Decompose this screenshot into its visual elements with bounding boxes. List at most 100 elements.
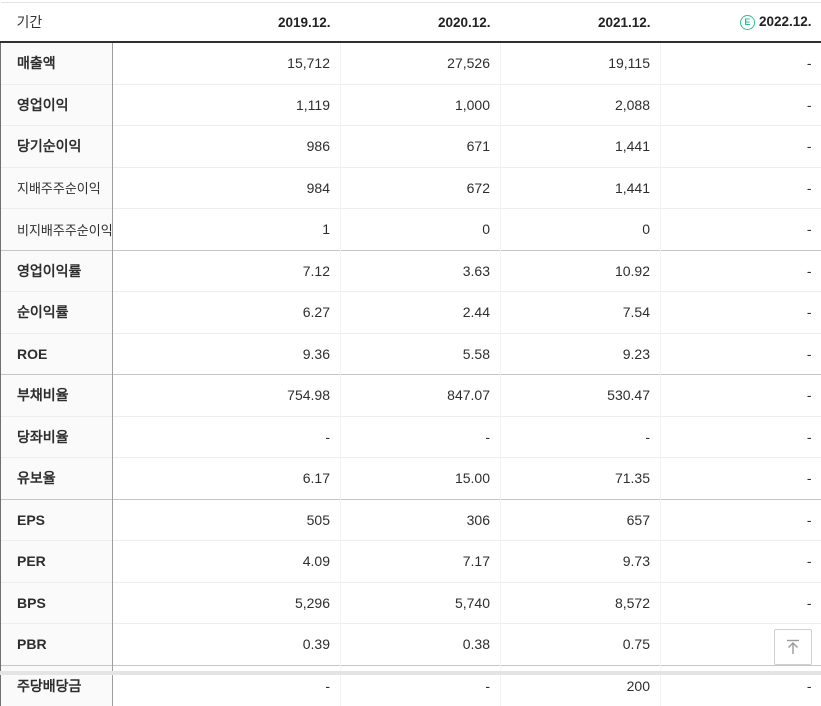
- cell-value: 672: [341, 167, 501, 209]
- column-header-period: 기간: [1, 3, 113, 43]
- cell-value: 986: [113, 126, 341, 168]
- cell-value: 9.23: [501, 333, 661, 375]
- row-label: PBR: [1, 624, 113, 666]
- cell-value: -: [661, 333, 821, 375]
- cell-value: -: [661, 250, 821, 292]
- cell-value: 984: [113, 167, 341, 209]
- row-label: PER: [1, 541, 113, 583]
- cell-value: 530.47: [501, 375, 661, 417]
- cell-value: -: [341, 416, 501, 458]
- cell-value: 2,088: [501, 84, 661, 126]
- row-label: 지배주주순이익: [1, 167, 113, 209]
- bottom-divider: [0, 671, 821, 675]
- cell-value: -: [661, 582, 821, 624]
- column-header-201912: 2019.12.: [113, 3, 341, 43]
- cell-value: -: [661, 292, 821, 334]
- cell-value: 5,296: [113, 582, 341, 624]
- cell-value: 9.36: [113, 333, 341, 375]
- cell-value: 8,572: [501, 582, 661, 624]
- cell-value: 1,000: [341, 84, 501, 126]
- row-label: 유보율: [1, 458, 113, 500]
- cell-value: 754.98: [113, 375, 341, 417]
- cell-value: 671: [341, 126, 501, 168]
- cell-value: -: [661, 209, 821, 251]
- cell-value: 5,740: [341, 582, 501, 624]
- cell-value: 306: [341, 499, 501, 541]
- cell-value: 657: [501, 499, 661, 541]
- cell-value: -: [501, 416, 661, 458]
- cell-value: -: [661, 499, 821, 541]
- cell-value: 1: [113, 209, 341, 251]
- cell-value: 19,115: [501, 42, 661, 84]
- cell-value: 0.38: [341, 624, 501, 666]
- cell-value: -: [661, 42, 821, 84]
- cell-value: 15,712: [113, 42, 341, 84]
- row-label: ROE: [1, 333, 113, 375]
- cell-value: -: [661, 375, 821, 417]
- cell-value: 6.27: [113, 292, 341, 334]
- row-label: 영업이익률: [1, 250, 113, 292]
- cell-value: 3.63: [341, 250, 501, 292]
- row-label: 비지배주주순이익: [1, 209, 113, 251]
- cell-value: 2.44: [341, 292, 501, 334]
- cell-value: 6.17: [113, 458, 341, 500]
- cell-value: 1,119: [113, 84, 341, 126]
- cell-value: 4.09: [113, 541, 341, 583]
- table-row: 당좌비율----: [1, 416, 821, 458]
- cell-value: -: [661, 84, 821, 126]
- cell-value: 27,526: [341, 42, 501, 84]
- cell-value: 9.73: [501, 541, 661, 583]
- arrow-to-top-icon: [784, 638, 802, 656]
- column-header-202012: 2020.12.: [341, 3, 501, 43]
- cell-value: 7.17: [341, 541, 501, 583]
- row-label: EPS: [1, 499, 113, 541]
- cell-value: -: [661, 458, 821, 500]
- cell-value: 15.00: [341, 458, 501, 500]
- scroll-to-top-button[interactable]: [774, 629, 812, 665]
- row-label: 부채비율: [1, 375, 113, 417]
- cell-value: -: [113, 416, 341, 458]
- cell-value: 847.07: [341, 375, 501, 417]
- cell-value: 5.58: [341, 333, 501, 375]
- cell-value: 7.54: [501, 292, 661, 334]
- cell-value: 0.39: [113, 624, 341, 666]
- cell-value: 10.92: [501, 250, 661, 292]
- row-label: 당기순이익: [1, 126, 113, 168]
- cell-value: -: [661, 126, 821, 168]
- cell-value: 1,441: [501, 126, 661, 168]
- cell-value: 0.75: [501, 624, 661, 666]
- row-label: BPS: [1, 582, 113, 624]
- row-label: 당좌비율: [1, 416, 113, 458]
- cell-value: 505: [113, 499, 341, 541]
- row-label: 영업이익: [1, 84, 113, 126]
- column-header-202112: 2021.12.: [501, 3, 661, 43]
- row-label: 매출액: [1, 42, 113, 84]
- estimate-badge-icon: E: [740, 15, 755, 30]
- cell-value: -: [661, 167, 821, 209]
- cell-value: 0: [501, 209, 661, 251]
- row-label: 순이익률: [1, 292, 113, 334]
- cell-value: 7.12: [113, 250, 341, 292]
- cell-value: -: [661, 541, 821, 583]
- cell-value: 0: [341, 209, 501, 251]
- cell-value: -: [661, 416, 821, 458]
- cell-value: 1,441: [501, 167, 661, 209]
